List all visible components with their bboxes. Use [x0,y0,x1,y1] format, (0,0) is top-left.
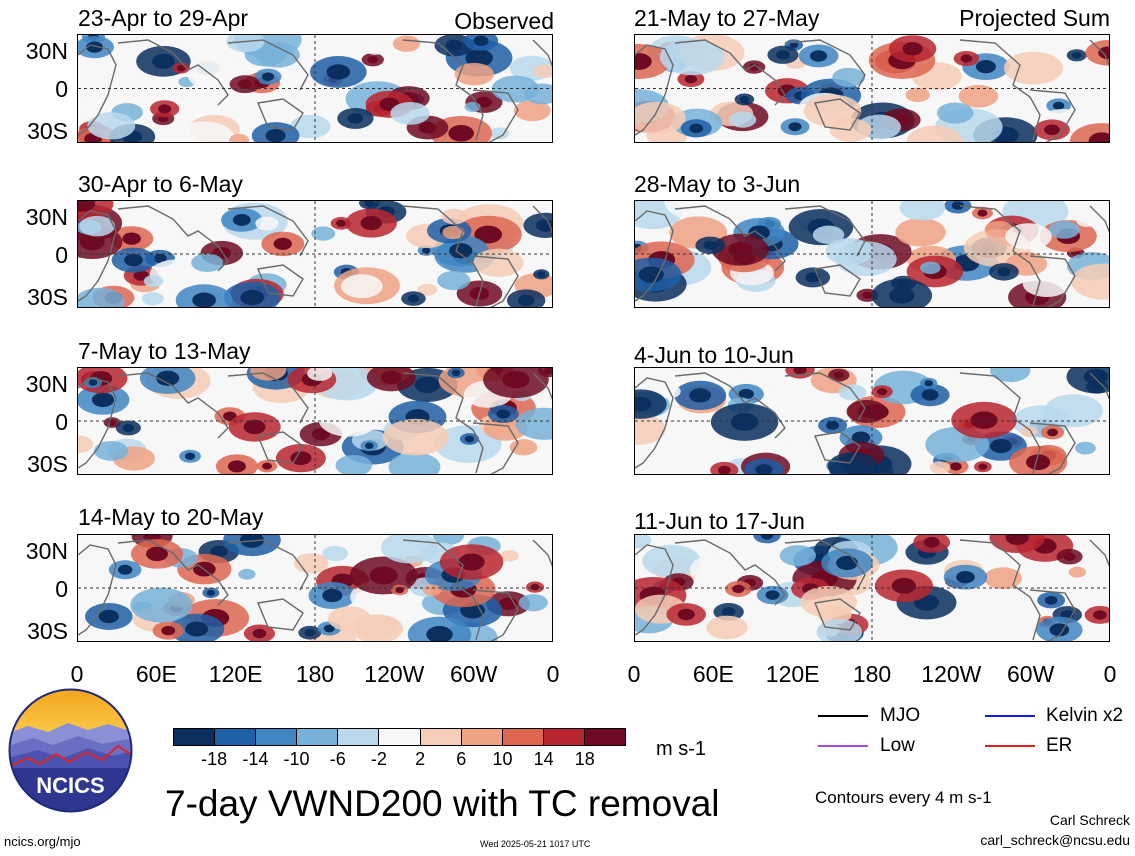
legend-line-kelvin [985,715,1035,717]
colorbar-swatch [501,729,543,745]
lon-label: 120E [765,661,820,687]
lat-label: 30S [27,284,68,310]
legend-label-mjo: MJO [880,705,921,726]
colorbar-swatch [174,729,215,745]
legend-label-er: ER [1046,735,1073,756]
logo-text: NCICS [36,773,104,798]
lat-label: 0 [55,409,68,435]
colorbar-swatch [460,729,502,745]
map-panel-projected-2 [634,200,1110,308]
website-link[interactable]: ncics.org/mjo [4,834,81,849]
contour-note: Contours every 4 m s-1 [815,788,992,807]
legend-label-low: Low [880,735,915,756]
map-panel-projected-4 [634,534,1110,642]
lon-label: 60W [1007,661,1055,687]
colorbar-tick-label: 14 [533,749,554,769]
colorbar-tick-label: -10 [283,749,310,769]
map-panel-observed-2 [77,200,553,308]
ncics-logo: NCICS [8,688,133,813]
lat-label: 30S [27,118,68,144]
colorbar-swatch [419,729,461,745]
lat-label: 0 [55,76,68,102]
map-panel-projected-1 [634,34,1110,143]
author: Carl Schreck [1049,812,1130,828]
panel-title-right-4: 11-Jun to 17-Jun [634,508,805,534]
map-panel-observed-4 [77,534,553,642]
main-title: 7-day VWND200 with TC removal [165,783,720,824]
map-panel-observed-1 [77,34,553,143]
lon-label: 60E [135,661,177,687]
colorbar-tick-label: 6 [456,749,467,769]
lat-label: 30N [25,538,68,564]
colorbar-swatch [337,729,379,745]
projected-label: Projected Sum [959,5,1110,31]
lon-label: 180 [852,661,892,687]
lon-label: 60E [692,661,734,687]
colorbar-tick-label: 2 [415,749,426,769]
legend-line-mjo [818,715,868,717]
map-panel-observed-3 [77,367,553,475]
map-panel-projected-3 [634,367,1110,475]
author-email[interactable]: carl_schreck@ncsu.edu [980,832,1130,848]
legend-label-kelvin: Kelvin x2 [1046,705,1124,726]
colorbar-tick-label: -18 [201,749,228,769]
panel-title-left-3: 7-May to 13-May [78,338,251,364]
lat-label: 30S [27,618,68,644]
panel-title-right-3: 4-Jun to 10-Jun [634,342,794,368]
colorbar-swatch [255,729,297,745]
legend-line-low [818,745,868,747]
colorbar-tick-label: 10 [492,749,513,769]
colorbar-swatch [542,729,584,745]
colorbar-swatch [214,729,256,745]
colorbar-tick-label: 18 [574,749,595,769]
panel-title-left-2: 30-Apr to 6-May [78,171,243,197]
lat-label: 30N [25,38,68,64]
lon-label: 120E [208,661,263,687]
colorbar-swatch [378,729,420,745]
lat-label: 0 [55,242,68,268]
lon-label: 120W [921,661,982,687]
timestamp: Wed 2025-05-21 1017 UTC [480,839,591,849]
colorbar-swatch [583,729,626,745]
colorbar-tick-label: -14 [242,749,269,769]
panel-title-right-1: 21-May to 27-May [634,5,820,31]
panel-title-left-1: 23-Apr to 29-Apr [78,5,249,31]
colorbar-tick-label: -2 [370,749,387,769]
lon-label: 0 [70,661,84,687]
lat-label: 0 [55,576,68,602]
lat-label: 30N [25,204,68,230]
lat-label: 30S [27,451,68,477]
colorbar-tick-label: -6 [329,749,346,769]
lon-label: 120W [364,661,425,687]
lon-label: 60W [450,661,498,687]
legend-line-er [985,745,1035,747]
colorbar [173,728,626,746]
lat-label: 30N [25,371,68,397]
lon-label: 180 [295,661,335,687]
observed-label: Observed [454,8,554,34]
panel-title-right-2: 28-May to 3-Jun [634,171,801,197]
colorbar-units: m s-1 [656,738,706,760]
lon-label: 0 [1103,661,1117,687]
lon-label: 0 [627,661,641,687]
panel-title-left-4: 14-May to 20-May [78,504,264,530]
lon-label: 0 [546,661,560,687]
colorbar-swatch [296,729,338,745]
